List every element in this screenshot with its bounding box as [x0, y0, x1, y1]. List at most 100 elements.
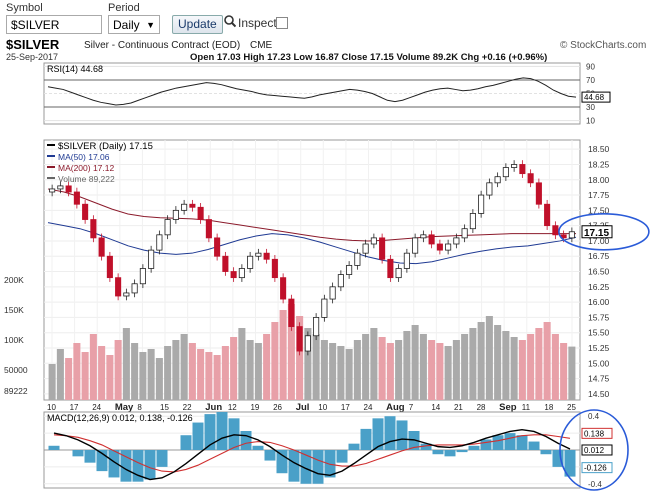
volume-bar [56, 349, 64, 400]
macd-histogram-bar [396, 420, 408, 450]
macd-current-box [581, 444, 613, 456]
macd-current-box [581, 427, 613, 439]
candle-body [362, 243, 369, 254]
macd-histogram-bar [312, 450, 324, 484]
macd-histogram-bar [516, 435, 528, 450]
candle-body [90, 219, 97, 239]
macd-histogram-bar [420, 443, 432, 450]
volume-bar [73, 343, 81, 400]
candle-body [568, 231, 575, 239]
macd-histogram-bar [276, 450, 288, 474]
price-tick-label: 17.50 [588, 205, 610, 215]
volume-bar [254, 343, 262, 400]
volume-bar [353, 340, 361, 400]
volume-bar [444, 346, 452, 400]
macd-histogram-bar [528, 441, 540, 450]
macd-histogram-bar [456, 450, 468, 453]
candle-body [255, 252, 262, 257]
volume-bar [461, 334, 469, 400]
candle-body [346, 265, 353, 275]
x-axis-label: Sep [499, 402, 517, 413]
chevron-down-icon: ▼ [146, 20, 155, 30]
macd-histogram-bar [108, 450, 120, 478]
candle-body [247, 255, 254, 269]
x-axis-label: 24 [92, 403, 101, 412]
volume-bar [452, 340, 460, 400]
volume-bar [65, 358, 73, 400]
candle-body [205, 219, 212, 239]
volume-tick-label: 200K [4, 275, 24, 285]
volume-bar [403, 331, 411, 400]
chart-date: 25-Sep-2017 [6, 52, 58, 62]
price-tick-label: 15.25 [588, 343, 610, 353]
candle-body [222, 255, 229, 272]
macd-current-label: 0.012 [584, 446, 605, 455]
candle-body [98, 237, 105, 257]
price-tick-label: 18.00 [588, 175, 610, 185]
inspect-checkbox[interactable] [276, 17, 288, 29]
candle-body [172, 209, 179, 220]
volume-bar [89, 334, 97, 400]
rsi-tick-label: 10 [586, 117, 595, 126]
macd-current-label: -0.126 [584, 464, 607, 473]
ma200-line [47, 188, 576, 242]
volume-bar [131, 343, 139, 400]
macd-histogram-bar [504, 433, 516, 450]
volume-bar [378, 337, 386, 400]
macd-histogram-bar [468, 445, 480, 450]
price-tick-label: 17.75 [588, 190, 610, 200]
legend-item: Volume 89,222 [58, 174, 115, 184]
x-axis-label: 28 [477, 403, 486, 412]
stockcharts-watermark: © StockCharts.com [560, 40, 646, 51]
volume-bar [139, 352, 147, 400]
candle-body [527, 173, 534, 184]
volume-bar [560, 343, 568, 400]
x-axis-label: 24 [364, 403, 373, 412]
volume-tick-label: 50000 [4, 365, 28, 375]
volume-bar [246, 340, 254, 400]
macd-histogram-bar [288, 450, 300, 482]
candle-body [164, 219, 171, 236]
macd-tick-label: 0.4 [588, 412, 600, 421]
candle-body [502, 167, 509, 178]
x-axis-label: 11 [522, 403, 531, 412]
macd-histogram-bar [360, 428, 372, 450]
price-tick-label: 15.75 [588, 312, 610, 322]
volume-bar [411, 325, 419, 400]
candle-body [387, 258, 394, 279]
candle-body [428, 234, 435, 245]
candle-body [412, 237, 419, 254]
macd-histogram-bar [492, 435, 504, 450]
candle-body [156, 234, 163, 251]
macd-histogram-bar [120, 450, 132, 482]
macd-histogram-bar [252, 445, 264, 450]
volume-bar [395, 340, 403, 400]
price-tick-label: 18.25 [588, 159, 610, 169]
macd-histogram-bar [96, 450, 108, 472]
candle-body [82, 203, 89, 220]
period-select[interactable]: Daily ▼ [108, 15, 160, 34]
update-button[interactable]: Update [172, 15, 223, 34]
x-axis-label: 25 [567, 403, 576, 412]
candle-body [403, 252, 410, 269]
volume-bar [551, 334, 559, 400]
macd-line [53, 429, 571, 481]
symbol-input[interactable]: $SILVER [6, 15, 102, 34]
candle-body [189, 203, 196, 208]
volume-bar [230, 337, 238, 400]
candle-body [139, 268, 146, 285]
volume-bar [370, 328, 378, 400]
rsi-tick-label: 30 [586, 103, 595, 112]
candle-body [57, 185, 64, 190]
macd-histogram-bar [192, 422, 204, 450]
x-axis-label: 21 [454, 403, 463, 412]
candle-body [478, 194, 485, 214]
volume-bar [238, 328, 246, 400]
candle-body [271, 258, 278, 279]
volume-bar [329, 343, 337, 400]
candle-body [304, 335, 311, 352]
x-axis-label: Jun [205, 402, 222, 413]
volume-bar [304, 328, 312, 400]
candle-body [552, 225, 559, 236]
